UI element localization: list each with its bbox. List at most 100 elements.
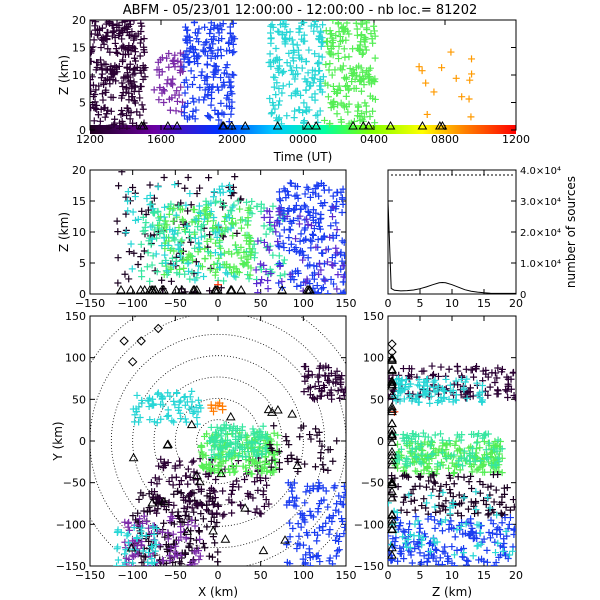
plan-source bbox=[185, 491, 193, 499]
time-height-source bbox=[272, 56, 280, 64]
plan-source bbox=[162, 541, 170, 549]
x-height-source bbox=[300, 201, 308, 209]
time-height-source bbox=[189, 94, 197, 102]
x-height-source bbox=[129, 208, 137, 216]
histogram-z-tick-label: 15 bbox=[477, 297, 491, 310]
y-height-source bbox=[474, 465, 482, 473]
y-height-source bbox=[431, 376, 439, 384]
plan-x-tick-label: −150 bbox=[75, 569, 105, 582]
plan-source bbox=[173, 389, 181, 397]
time-height-source bbox=[340, 45, 348, 53]
time-height-source bbox=[285, 80, 293, 88]
y-height-source bbox=[506, 551, 514, 559]
x-height-source bbox=[280, 226, 288, 234]
x-height-source bbox=[221, 213, 229, 221]
plan-source bbox=[226, 468, 234, 476]
x-height-source bbox=[162, 259, 170, 267]
plan-source bbox=[184, 480, 192, 488]
time-height-source bbox=[212, 67, 220, 75]
x-height-source bbox=[280, 256, 288, 264]
time-height-source bbox=[359, 68, 367, 76]
plan-source bbox=[176, 457, 184, 465]
x-height-source bbox=[338, 257, 346, 265]
y-height-source bbox=[450, 562, 458, 566]
y-height-source bbox=[411, 520, 419, 528]
x-height-source bbox=[276, 195, 284, 203]
x-height-source bbox=[329, 204, 337, 212]
sensor-triangle bbox=[387, 492, 397, 502]
plan-source bbox=[302, 488, 310, 496]
x-height-source bbox=[220, 277, 228, 285]
plan-source bbox=[168, 508, 176, 516]
plan-source bbox=[228, 499, 236, 507]
y-height-source bbox=[473, 439, 481, 447]
plan-source bbox=[324, 466, 332, 474]
x-height-x-tick-label: 100 bbox=[293, 297, 314, 310]
plan-source bbox=[194, 396, 202, 404]
time-height-source bbox=[217, 45, 225, 53]
time-height-source bbox=[137, 20, 145, 27]
plan-source bbox=[229, 480, 237, 488]
x-height-source bbox=[252, 266, 260, 274]
x-height-source bbox=[314, 182, 322, 190]
time-height-source bbox=[115, 62, 123, 70]
y-height-source bbox=[416, 549, 424, 557]
x-height-source bbox=[213, 233, 221, 241]
plan-source bbox=[140, 552, 148, 560]
y-height-source bbox=[426, 399, 434, 407]
sensor-diamond bbox=[387, 339, 397, 349]
plan-source bbox=[310, 395, 318, 403]
plan-source bbox=[334, 547, 342, 555]
time-height-source bbox=[190, 52, 198, 60]
x-height-source bbox=[281, 270, 289, 278]
y-height-source bbox=[405, 526, 413, 534]
x-height-source bbox=[313, 282, 321, 290]
plan-source bbox=[341, 488, 346, 496]
x-height-source bbox=[192, 258, 200, 266]
x-height-source bbox=[180, 264, 188, 272]
time-height-source bbox=[107, 107, 115, 115]
time-height-source bbox=[180, 63, 188, 71]
y-height-source bbox=[498, 445, 506, 453]
y-height-source bbox=[431, 503, 439, 511]
plan-x-tick-label: 50 bbox=[254, 569, 268, 582]
time-axis-tick-label: 0800 bbox=[431, 133, 459, 146]
x-height-source bbox=[257, 207, 265, 215]
y-height-source bbox=[469, 552, 477, 560]
time-height-source bbox=[311, 50, 319, 58]
x-height-source bbox=[229, 203, 237, 211]
x-height-source bbox=[224, 270, 232, 278]
time-height-source bbox=[165, 63, 173, 71]
y-height-source bbox=[430, 378, 438, 386]
sensor-triangle bbox=[226, 120, 237, 130]
time-height-source bbox=[91, 98, 99, 106]
plan-source bbox=[170, 490, 178, 498]
time-height-source bbox=[123, 112, 131, 120]
plan-source bbox=[137, 489, 145, 497]
plan-source bbox=[185, 498, 193, 506]
plan-source bbox=[333, 367, 341, 375]
sensor-triangle bbox=[125, 284, 136, 294]
time-height-source bbox=[288, 66, 296, 74]
y-height-source bbox=[416, 524, 424, 532]
plan-source bbox=[299, 514, 307, 522]
y-height-source bbox=[454, 381, 462, 389]
plan-source bbox=[257, 465, 265, 473]
y-height-source bbox=[448, 543, 456, 551]
histogram-count-tick-label: 2.0×10⁴ bbox=[520, 228, 561, 239]
plan-source bbox=[166, 557, 174, 565]
plan-source bbox=[285, 497, 293, 505]
y-height-source bbox=[410, 532, 418, 540]
sensor-triangle bbox=[385, 120, 396, 130]
plan-source bbox=[299, 541, 307, 549]
time-height-source bbox=[345, 53, 353, 61]
plan-source bbox=[167, 544, 175, 552]
x-height-source bbox=[220, 249, 228, 257]
x-height-source bbox=[225, 181, 233, 189]
y-height-y-tick-label: −50 bbox=[361, 477, 384, 490]
y-height-source bbox=[493, 511, 501, 519]
y-height-source bbox=[433, 546, 441, 554]
y-height-source bbox=[469, 535, 477, 543]
time-height-source bbox=[342, 92, 350, 100]
plan-y-tick-label: −100 bbox=[56, 518, 86, 531]
